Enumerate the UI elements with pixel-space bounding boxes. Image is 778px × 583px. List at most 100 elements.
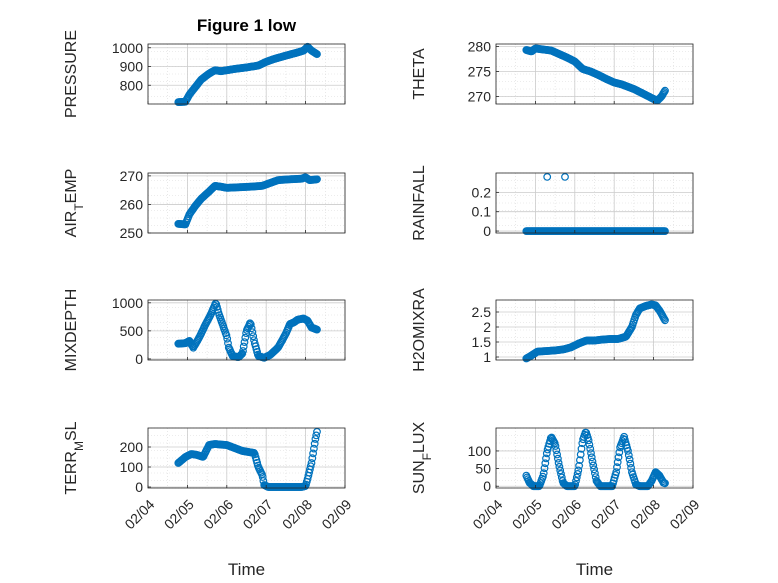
- x-tick-label: 02/06: [548, 496, 584, 532]
- data-point: [310, 444, 318, 453]
- data-point: [222, 331, 231, 340]
- data-point: [557, 470, 565, 478]
- y-tick-label: 2: [483, 319, 491, 335]
- axes-box: [495, 427, 694, 489]
- data-point: [551, 442, 560, 450]
- data-point: [573, 470, 582, 478]
- data-point: [588, 457, 597, 466]
- subplot-2: 270 275 280 THETA: [411, 39, 694, 105]
- data-point: [661, 316, 669, 325]
- axes-box: [495, 172, 694, 234]
- data-point: [308, 454, 317, 463]
- y-tick-label: 0: [135, 479, 143, 495]
- data-point: [613, 463, 621, 472]
- data-point: [624, 451, 633, 460]
- data-point: [577, 444, 586, 453]
- data-point: [239, 347, 247, 355]
- data-point: [541, 459, 550, 468]
- data-point: [614, 453, 623, 462]
- data-point: [625, 455, 634, 464]
- data-point: [249, 332, 258, 341]
- x-tick-label: 02/07: [240, 496, 276, 532]
- data-point: [591, 469, 599, 478]
- data-point: [247, 324, 256, 333]
- axes-box: [147, 43, 346, 105]
- data-point: [556, 466, 565, 475]
- data-point: [590, 465, 598, 474]
- data-point: [309, 449, 318, 458]
- x-tick-label: 02/08: [627, 496, 663, 532]
- axes-box: [495, 43, 694, 105]
- y-axis-label: SUNFLUX: [411, 422, 434, 495]
- subplot-5: 0 500 1000 MIXDEPTH: [63, 289, 346, 371]
- y-tick-label: 900: [120, 59, 144, 75]
- subplot-8: 02/04 02/05 02/06 02/07 02/08 02/09 050 100 SUNF…: [411, 422, 703, 579]
- data-point: [539, 469, 548, 478]
- data-point: [584, 436, 593, 445]
- data-point: [246, 319, 254, 328]
- data-point: [236, 351, 245, 360]
- data-point: [313, 325, 321, 334]
- data-point: [576, 456, 584, 465]
- axes-box: [495, 299, 694, 361]
- data-point: [248, 328, 257, 337]
- y-tick-label: 1.5: [472, 334, 492, 350]
- data-point: [586, 444, 595, 453]
- y-tick-label: 500: [120, 323, 144, 339]
- data-point: [258, 473, 267, 481]
- chart-title: Figure 1 low: [197, 16, 297, 35]
- y-tick-label: 200: [120, 439, 144, 455]
- data-point: [661, 479, 669, 488]
- x-tick-label: 02/07: [588, 496, 624, 532]
- y-tick-label: 1: [483, 349, 491, 365]
- y-tick-label: 0: [135, 351, 143, 367]
- data-point: [306, 462, 315, 471]
- axes-box: [147, 172, 346, 234]
- y-axis-label: THETA: [411, 48, 428, 100]
- data-point: [572, 473, 581, 482]
- data-point: [312, 431, 321, 440]
- subplot-7: 02/04 02/05 02/06 02/07 02/08 02/09 0 100 200 TER…: [63, 421, 355, 579]
- y-tick-label: 250: [120, 225, 144, 241]
- data-point: [313, 50, 321, 58]
- data-point: [613, 458, 622, 467]
- y-tick-label: 270: [120, 168, 144, 184]
- y-tick-label: 0: [483, 478, 491, 494]
- data-point: [615, 448, 624, 457]
- data-point: [307, 459, 316, 467]
- y-tick-label: 2.5: [472, 304, 492, 320]
- data-point: [554, 459, 563, 467]
- data-point: [555, 462, 564, 471]
- subplot-3: 250 260 270 AIRTEMP: [63, 168, 346, 241]
- data-point: [552, 446, 561, 455]
- x-tick-label: 02/09: [318, 496, 354, 532]
- y-axis-label: PRESSURE: [63, 30, 80, 118]
- y-axis-label: AIRTEMP: [63, 169, 86, 238]
- y-tick-label: 0.2: [472, 184, 492, 200]
- x-tick-label: 02/05: [509, 496, 545, 532]
- data-point: [576, 450, 585, 459]
- data-point: [554, 454, 562, 463]
- data-point: [587, 449, 595, 458]
- data-point: [561, 172, 569, 181]
- data-point: [241, 333, 250, 342]
- x-axis-label: Time: [228, 560, 265, 579]
- y-axis-label: H2OMIXRA: [411, 288, 428, 372]
- axes-box: [147, 427, 346, 489]
- y-tick-label: 1000: [112, 295, 143, 311]
- data-point: [661, 227, 669, 236]
- y-tick-label: 800: [120, 77, 144, 93]
- data-point: [575, 461, 583, 470]
- data-point: [540, 464, 549, 473]
- data-point: [542, 454, 550, 463]
- data-point: [239, 342, 248, 351]
- data-point: [585, 440, 594, 449]
- data-point: [624, 447, 632, 455]
- y-tick-label: 270: [468, 89, 492, 105]
- y-tick-label: 280: [468, 39, 492, 55]
- data-point: [543, 172, 552, 181]
- subplot-1: 800 900 1000 PRESSURE Figure 1 low: [63, 16, 346, 118]
- x-axis-label: Time: [576, 560, 613, 579]
- y-tick-label: 0: [483, 223, 491, 239]
